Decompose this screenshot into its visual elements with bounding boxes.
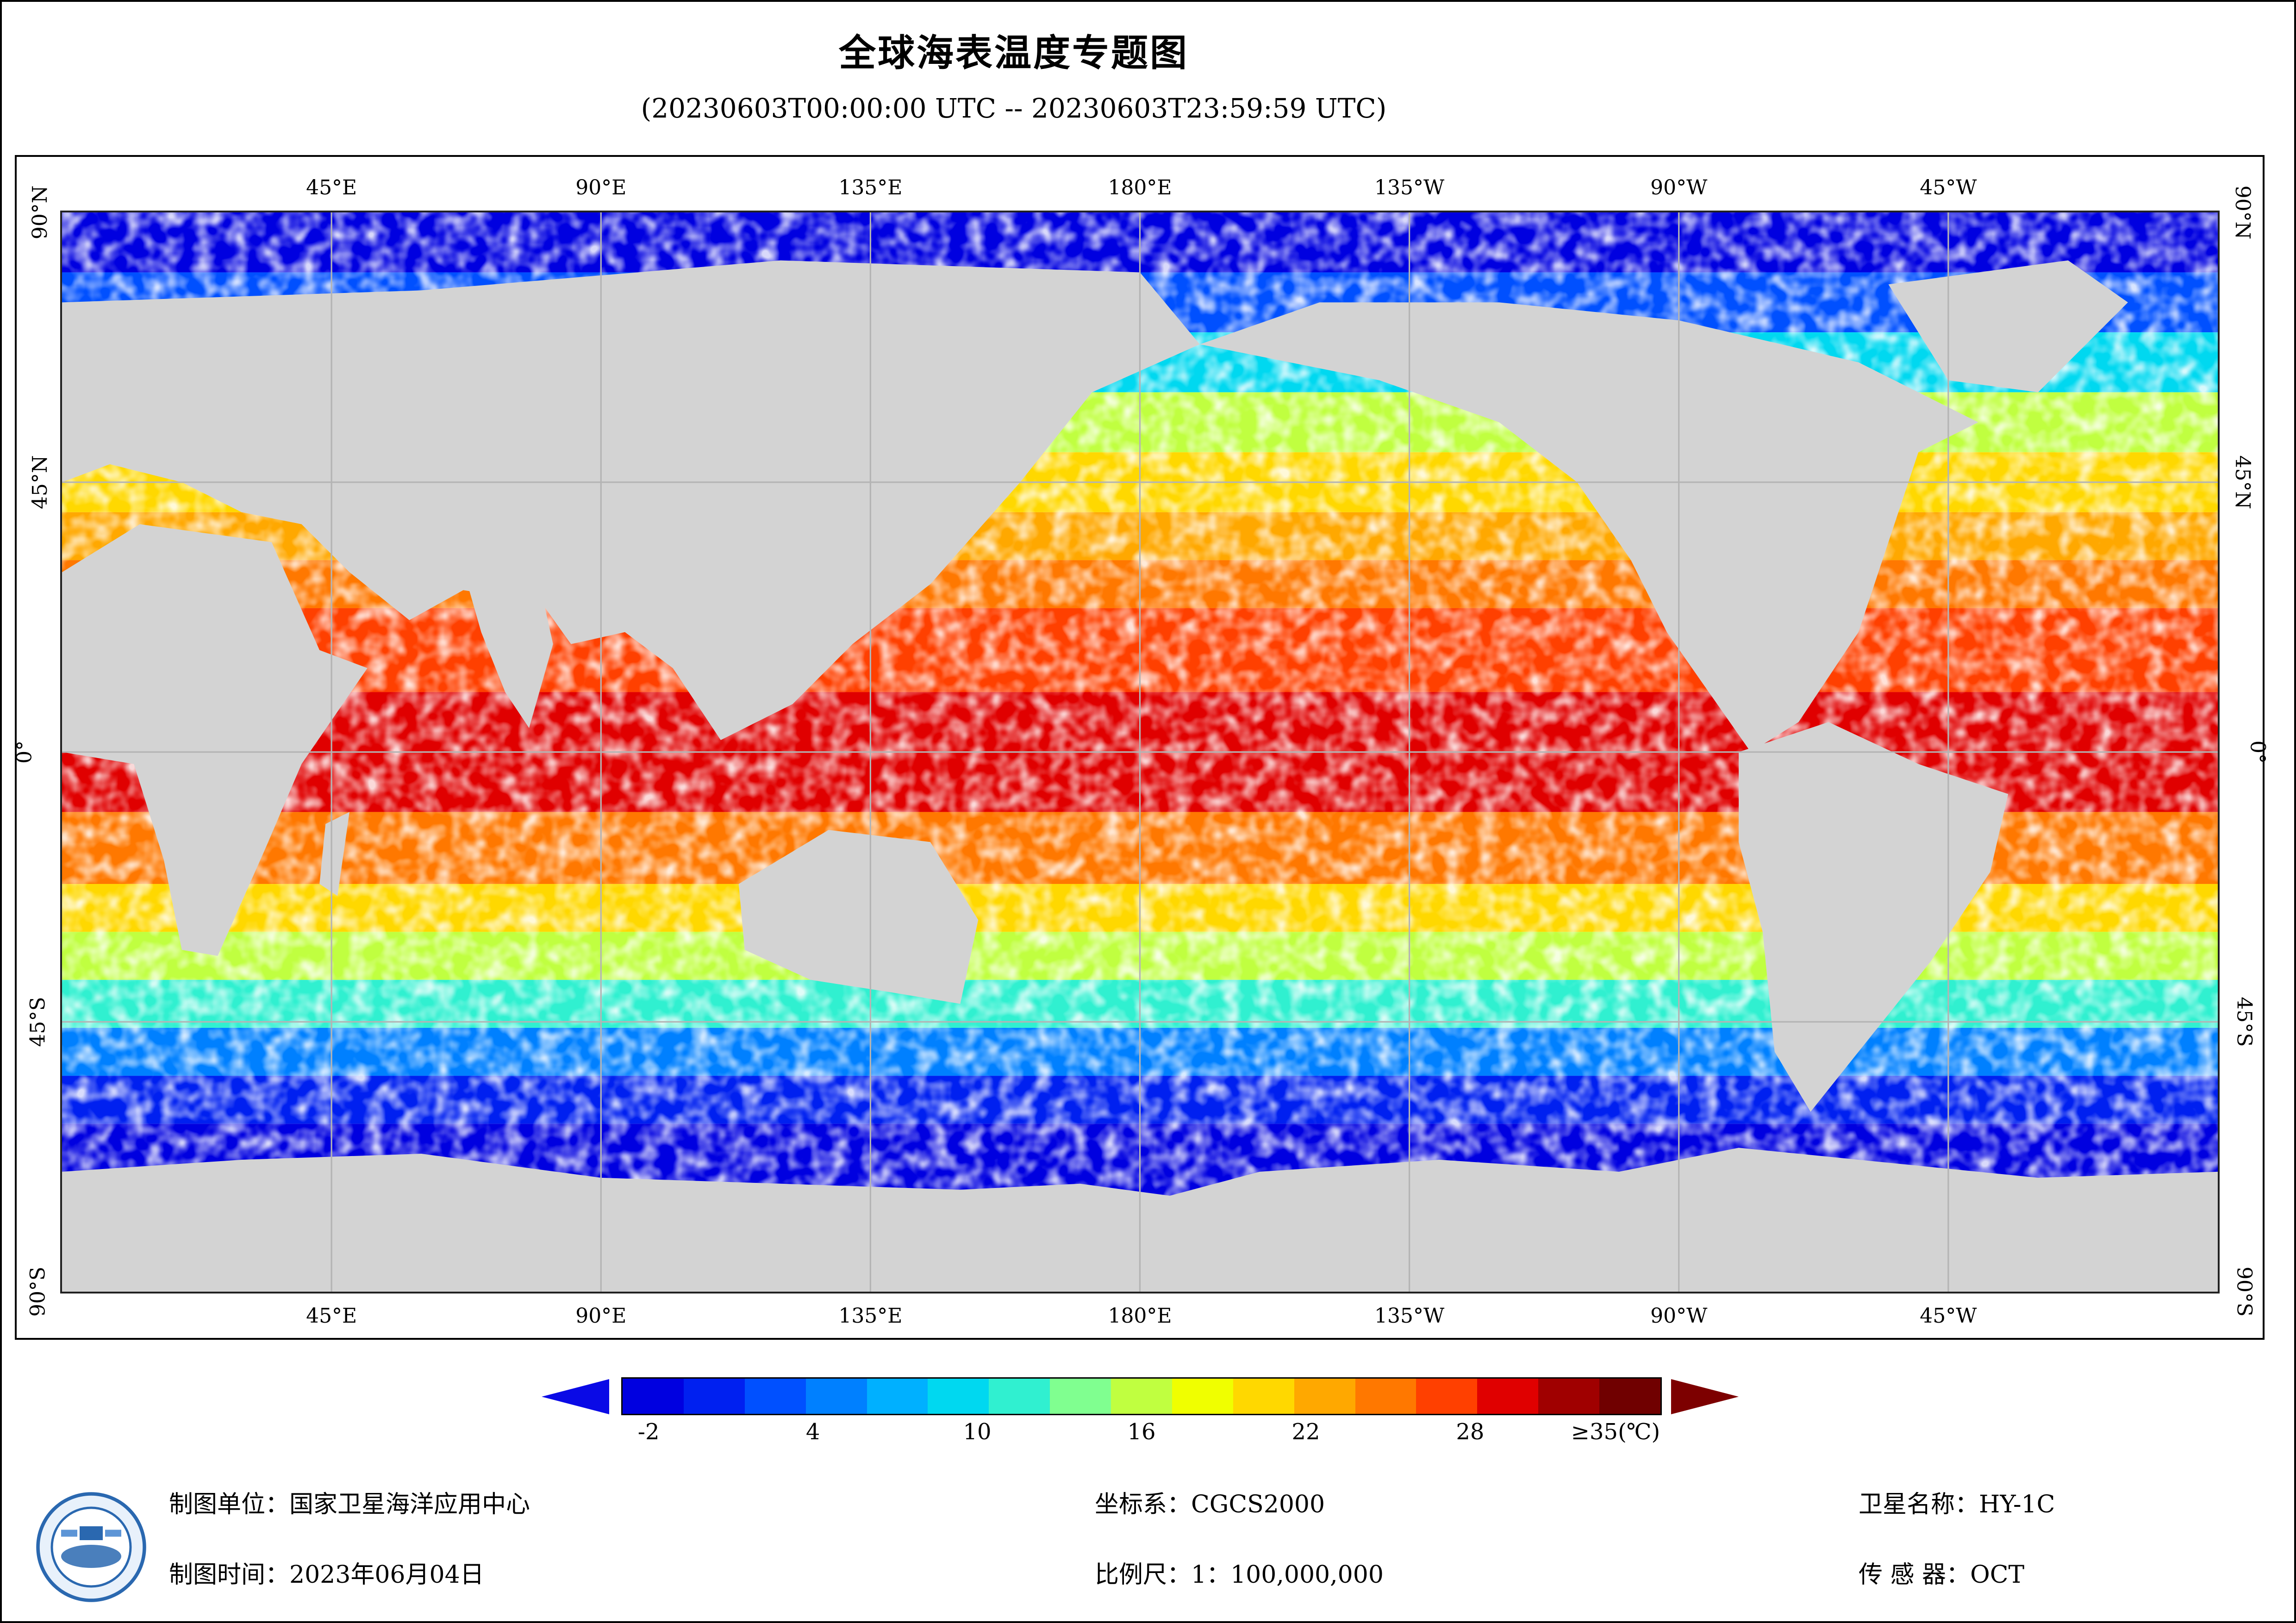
- organization-field: 制图单位：国家卫星海洋应用中心: [169, 1485, 530, 1519]
- top-lon-tick: 90°W: [1650, 176, 1708, 199]
- bottom-lon-tick: 90°W: [1650, 1304, 1708, 1328]
- map-outer-frame: [15, 155, 2265, 1340]
- europe-asia: [62, 260, 1200, 740]
- left-lat-tick: 45°S: [26, 996, 50, 1047]
- colorbar-swatch: [1477, 1379, 1539, 1414]
- date-label: 制图时间：: [169, 1561, 290, 1589]
- colorbar-tick-label: 4: [805, 1419, 820, 1445]
- right-lat-tick: 45°N: [2230, 455, 2254, 510]
- organization-value: 国家卫星海洋应用中心: [289, 1491, 530, 1518]
- sst-map-canvas: [62, 212, 2218, 1292]
- colorbar-swatch: [867, 1379, 928, 1414]
- crs-field: 坐标系：CGCS2000: [1095, 1485, 1325, 1519]
- colorbar-swatch: [1172, 1379, 1233, 1414]
- date-value: 2023年06月04日: [289, 1561, 484, 1589]
- colorbar-underflow-arrow: [542, 1379, 609, 1414]
- nsoas-logo: [36, 1492, 146, 1602]
- sst-map[interactable]: [60, 211, 2220, 1293]
- colorbar-swatch: [1538, 1379, 1599, 1414]
- colorbar-legend: -2 4 10 16 22 28 ≥35(℃): [542, 1370, 1745, 1453]
- left-lat-tick: 90°S: [26, 1266, 50, 1317]
- satellite-field: 卫星名称：HY-1C: [1859, 1485, 2055, 1519]
- colorbar-max-label: ≥35(℃): [1571, 1419, 1660, 1445]
- colorbar-swatch: [1416, 1379, 1478, 1414]
- australia: [738, 830, 979, 1004]
- colorbar: [621, 1377, 1662, 1415]
- left-lat-tick: 45°N: [28, 455, 52, 510]
- graticule: [62, 212, 2218, 1292]
- bottom-lon-tick: 135°W: [1374, 1304, 1445, 1328]
- top-lon-tick: 180°E: [1108, 176, 1172, 199]
- left-lat-tick: 0°: [12, 740, 37, 764]
- crs-value: CGCS2000: [1191, 1491, 1325, 1518]
- scale-label: 比例尺：: [1095, 1561, 1192, 1589]
- satellite-label: 卫星名称：: [1859, 1491, 1979, 1518]
- map-title: 全球海表温度专题图: [839, 31, 1189, 75]
- colorbar-tick-label: 22: [1292, 1419, 1320, 1445]
- south-america: [1739, 722, 2009, 1112]
- date-field: 制图时间：2023年06月04日: [169, 1555, 484, 1590]
- colorbar-swatch: [1294, 1379, 1355, 1414]
- north-america: [1199, 302, 1978, 752]
- top-lon-tick: 135°W: [1374, 176, 1445, 199]
- right-lat-tick: 0°: [2246, 740, 2270, 764]
- top-lon-tick: 45°W: [1920, 176, 1977, 199]
- bottom-lon-tick: 180°E: [1108, 1304, 1172, 1328]
- colorbar-tick-label: 28: [1456, 1419, 1485, 1445]
- colorbar-tick-label: -2: [637, 1419, 660, 1445]
- bottom-lon-tick: 45°E: [306, 1304, 357, 1328]
- colorbar-overflow-arrow: [1671, 1379, 1739, 1414]
- colorbar-tick-label: 10: [963, 1419, 992, 1445]
- colorbar-swatch: [1599, 1379, 1660, 1414]
- sensor-field: 传 感 器：OCT: [1859, 1555, 2024, 1590]
- satellite-value: HY-1C: [1979, 1491, 2055, 1518]
- colorbar-swatch: [623, 1379, 684, 1414]
- top-lon-tick: 45°E: [306, 176, 357, 199]
- right-lat-tick: 90°S: [2232, 1266, 2256, 1317]
- colorbar-swatch: [989, 1379, 1050, 1414]
- colorbar-swatch: [1233, 1379, 1294, 1414]
- top-lon-tick: 90°E: [575, 176, 627, 199]
- africa: [62, 524, 368, 956]
- map-footer: 制图单位：国家卫星海洋应用中心 制图时间：2023年06月04日 坐标系：CGC…: [0, 1472, 2296, 1620]
- madagascar: [319, 812, 349, 896]
- colorbar-swatch: [1111, 1379, 1172, 1414]
- colorbar-swatch: [744, 1379, 806, 1414]
- colorbar-swatch: [805, 1379, 867, 1414]
- colorbar-swatch: [683, 1379, 745, 1414]
- bottom-lon-tick: 90°E: [575, 1304, 627, 1328]
- scale-value: 1：100,000,000: [1191, 1561, 1384, 1589]
- india: [469, 590, 553, 728]
- organization-label: 制图单位：: [169, 1491, 290, 1518]
- sensor-value: OCT: [1970, 1561, 2025, 1589]
- right-lat-tick: 45°S: [2232, 996, 2256, 1047]
- map-time-range: (20230603T00:00:00 UTC -- 20230603T23:59…: [641, 93, 1387, 124]
- colorbar-swatch: [928, 1379, 989, 1414]
- bottom-lon-tick: 45°W: [1920, 1304, 1977, 1328]
- colorbar-swatch: [1050, 1379, 1111, 1414]
- sensor-label: 传 感 器：: [1859, 1561, 1971, 1589]
- colorbar-swatch: [1355, 1379, 1416, 1414]
- bottom-lon-tick: 135°E: [838, 1304, 903, 1328]
- right-lat-tick: 90°N: [2230, 185, 2254, 240]
- colorbar-tick-label: 16: [1127, 1419, 1156, 1445]
- crs-label: 坐标系：: [1095, 1491, 1192, 1518]
- scale-field: 比例尺：1：100,000,000: [1095, 1555, 1384, 1590]
- top-lon-tick: 135°E: [838, 176, 903, 199]
- left-lat-tick: 90°N: [28, 185, 52, 240]
